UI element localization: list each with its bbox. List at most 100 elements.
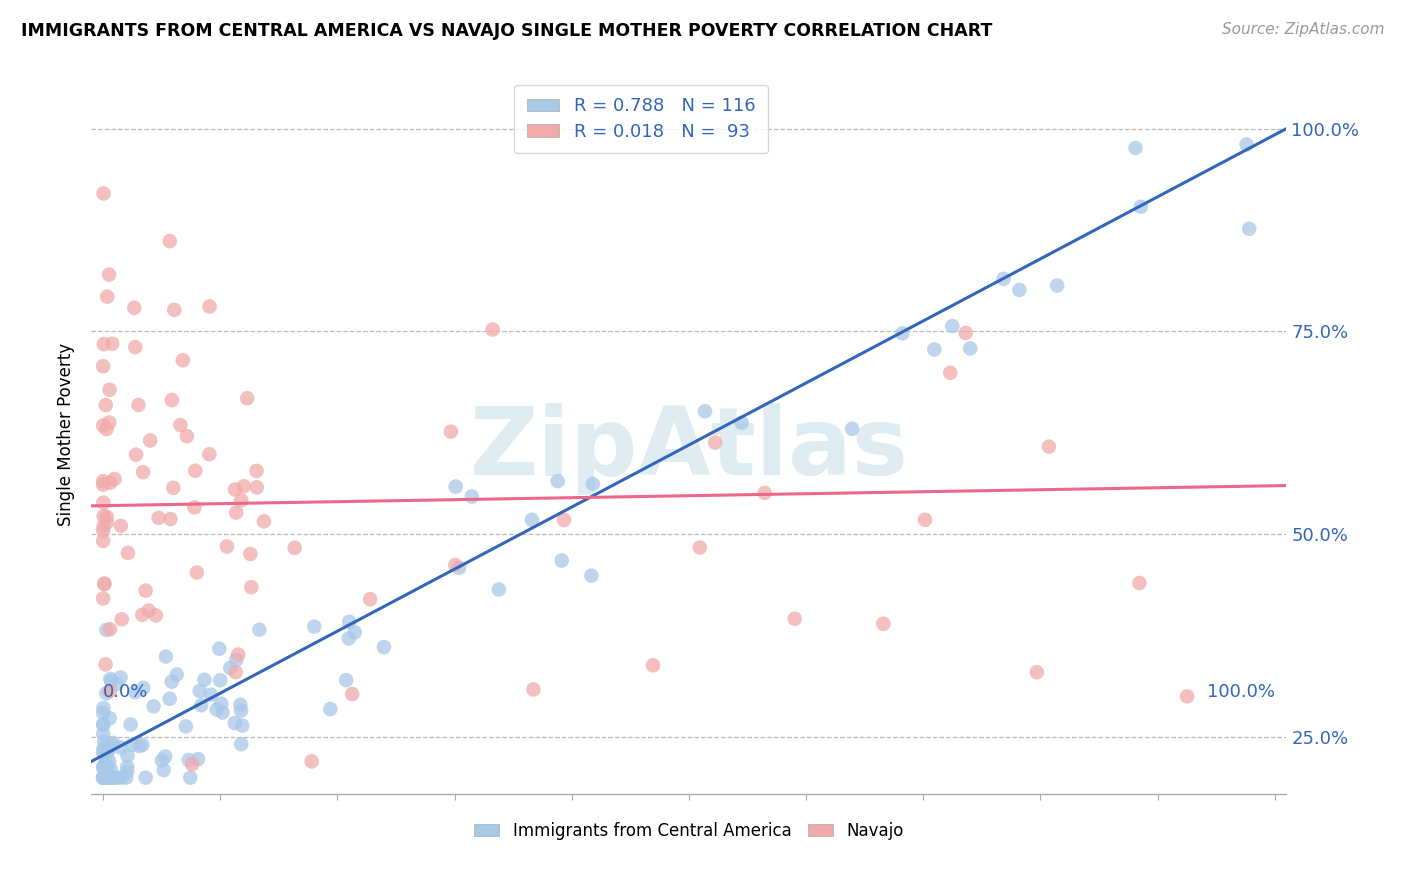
- Point: [96, 761, 118, 775]
- Point: [302, 619, 325, 633]
- Point: [96, 744, 118, 758]
- Point: [231, 737, 253, 751]
- Point: [219, 661, 242, 675]
- Point: [689, 541, 711, 555]
- Point: [169, 417, 191, 432]
- Point: [103, 736, 125, 750]
- Point: [754, 486, 776, 500]
- Point: [1025, 665, 1047, 680]
- Point: [159, 234, 181, 248]
- Point: [91, 533, 114, 548]
- Point: [343, 625, 366, 640]
- Point: [337, 632, 360, 646]
- Point: [993, 272, 1015, 286]
- Point: [91, 591, 114, 606]
- Point: [97, 745, 120, 759]
- Point: [131, 607, 153, 622]
- Point: [103, 771, 125, 785]
- Point: [914, 513, 936, 527]
- Point: [522, 682, 544, 697]
- Point: [148, 511, 170, 525]
- Text: Source: ZipAtlas.com: Source: ZipAtlas.com: [1222, 22, 1385, 37]
- Point: [91, 524, 114, 538]
- Point: [94, 755, 117, 769]
- Text: ZipAtlas: ZipAtlas: [470, 403, 908, 495]
- Point: [91, 762, 114, 776]
- Point: [284, 541, 307, 555]
- Point: [236, 391, 259, 405]
- Point: [547, 474, 569, 488]
- Point: [166, 667, 188, 681]
- Point: [150, 754, 173, 768]
- Point: [155, 649, 177, 664]
- Point: [96, 422, 118, 436]
- Point: [117, 546, 139, 560]
- Point: [211, 706, 233, 720]
- Point: [215, 540, 238, 554]
- Point: [93, 495, 115, 509]
- Point: [110, 740, 132, 755]
- Point: [115, 760, 138, 774]
- Point: [100, 674, 122, 689]
- Point: [335, 673, 357, 687]
- Point: [91, 359, 114, 374]
- Point: [581, 568, 603, 582]
- Point: [641, 658, 664, 673]
- Point: [111, 612, 134, 626]
- Point: [91, 742, 114, 756]
- Point: [231, 493, 253, 508]
- Point: [104, 472, 127, 486]
- Point: [96, 740, 118, 755]
- Point: [481, 322, 503, 336]
- Point: [319, 702, 342, 716]
- Point: [124, 340, 146, 354]
- Point: [190, 698, 212, 713]
- Point: [181, 757, 204, 772]
- Point: [94, 398, 117, 412]
- Point: [955, 326, 977, 340]
- Point: [100, 771, 122, 785]
- Point: [225, 506, 247, 520]
- Point: [91, 771, 114, 785]
- Point: [91, 418, 114, 433]
- Point: [142, 699, 165, 714]
- Point: [444, 479, 467, 493]
- Point: [145, 608, 167, 623]
- Point: [200, 688, 222, 702]
- Point: [159, 691, 181, 706]
- Point: [91, 477, 114, 491]
- Point: [96, 509, 118, 524]
- Point: [373, 640, 395, 654]
- Point: [553, 513, 575, 527]
- Point: [1128, 576, 1150, 591]
- Point: [301, 755, 323, 769]
- Point: [128, 398, 150, 412]
- Point: [1046, 278, 1069, 293]
- Point: [98, 383, 121, 397]
- Point: [117, 764, 139, 779]
- Point: [208, 641, 231, 656]
- Text: 0.0%: 0.0%: [103, 682, 149, 700]
- Point: [91, 771, 114, 785]
- Point: [225, 653, 247, 667]
- Point: [179, 771, 201, 785]
- Point: [124, 301, 146, 315]
- Point: [96, 516, 118, 530]
- Point: [209, 697, 232, 711]
- Legend: Immigrants from Central America, Navajo: Immigrants from Central America, Navajo: [468, 815, 910, 847]
- Point: [98, 268, 121, 282]
- Point: [174, 719, 197, 733]
- Point: [93, 337, 115, 351]
- Point: [187, 752, 209, 766]
- Point: [93, 576, 115, 591]
- Point: [440, 425, 463, 439]
- Point: [231, 718, 253, 732]
- Point: [98, 416, 121, 430]
- Point: [193, 673, 215, 687]
- Point: [488, 582, 510, 597]
- Point: [98, 684, 121, 698]
- Point: [245, 464, 267, 478]
- Point: [91, 746, 114, 760]
- Point: [91, 727, 114, 741]
- Point: [163, 302, 186, 317]
